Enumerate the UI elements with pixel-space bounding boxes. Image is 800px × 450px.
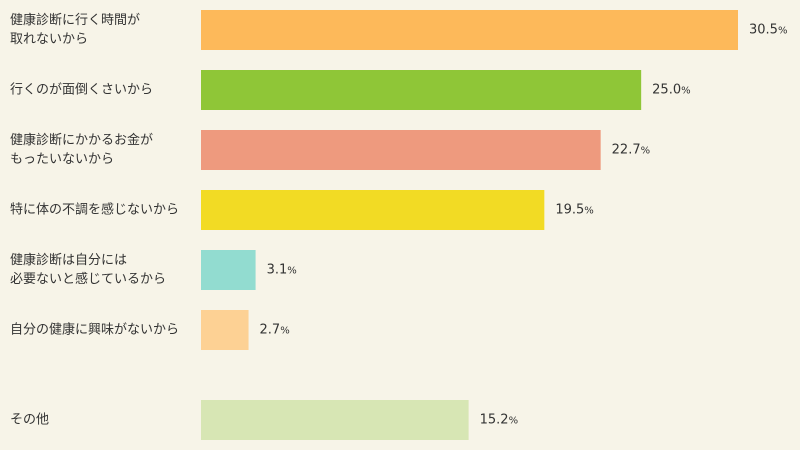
category-label-line: 健康診断にかかるお金が xyxy=(10,133,154,148)
bar-3 xyxy=(201,130,601,170)
value-label-2: 25.0% xyxy=(652,83,690,98)
value-number: 30.5 xyxy=(749,22,778,38)
category-label-line: 健康診断に行く時間が xyxy=(10,13,141,28)
bar-5 xyxy=(201,250,256,290)
value-label-5: 3.1% xyxy=(267,263,297,278)
category-label-1: 健康診断に行く時間が 取れないから xyxy=(10,11,196,49)
bar-7 xyxy=(201,400,469,440)
bar-6 xyxy=(201,310,249,350)
value-label-3: 22.7% xyxy=(612,143,650,158)
category-label-line: 特に体の不調を感じないから xyxy=(10,202,180,218)
value-unit: % xyxy=(280,325,290,337)
bar-2 xyxy=(201,70,642,110)
value-number: 3.1 xyxy=(266,262,288,278)
category-label-line: その他 xyxy=(10,412,50,428)
category-label-line: 健康診断は自分には xyxy=(10,253,128,268)
value-number: 22.7 xyxy=(611,142,641,158)
value-label-7: 15.2% xyxy=(480,413,518,428)
category-label-7: その他 xyxy=(10,411,196,430)
value-number: 15.2 xyxy=(479,412,509,428)
category-label-line: 行くのが面倒くさいから xyxy=(10,82,154,98)
category-label-line: 必要ないと感じているから xyxy=(10,272,167,287)
value-number: 25.0 xyxy=(652,82,682,98)
value-unit: % xyxy=(681,85,691,97)
value-number: 19.5 xyxy=(555,202,585,218)
category-label-6: 自分の健康に興味がないから xyxy=(10,321,196,340)
bar-4 xyxy=(201,190,545,230)
value-label-4: 19.5% xyxy=(555,203,593,218)
category-label-line: もったいないから xyxy=(10,152,115,167)
category-label-4: 特に体の不調を感じないから xyxy=(10,201,196,220)
category-label-3: 健康診断にかかるお金が もったいないから xyxy=(10,131,196,169)
value-unit: % xyxy=(287,265,297,277)
category-label-5: 健康診断は自分には必要ないと感じているから xyxy=(10,251,196,289)
value-label-1: 30.5% xyxy=(749,23,787,38)
value-label-6: 2.7% xyxy=(260,323,290,338)
value-unit: % xyxy=(640,145,651,157)
value-unit: % xyxy=(777,25,788,37)
category-label-line: 自分の健康に興味がないから xyxy=(10,322,180,338)
category-label-line: 取れないから xyxy=(10,32,89,47)
value-number: 2.7 xyxy=(259,322,281,338)
category-label-2: 行くのが面倒くさいから xyxy=(10,81,196,100)
bar-1 xyxy=(201,10,738,50)
value-unit: % xyxy=(584,205,594,217)
value-unit: % xyxy=(508,415,519,427)
